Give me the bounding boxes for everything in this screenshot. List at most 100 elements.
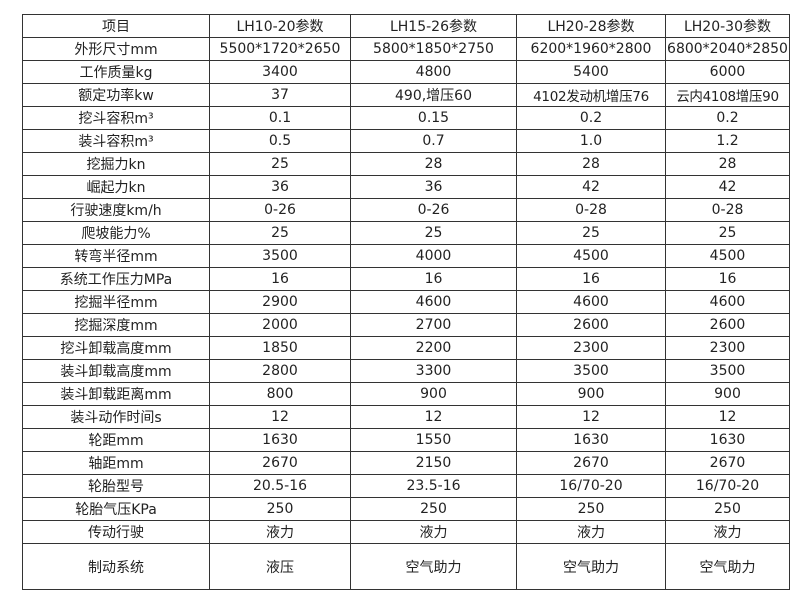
value-cell: 28 <box>350 152 517 176</box>
value-cell: 25 <box>516 221 666 245</box>
value-cell: 1.0 <box>516 129 666 153</box>
table-row: 轮胎气压KPa 250 250 250 250 <box>22 497 790 521</box>
row-label-cell: 传动行驶 <box>22 520 210 544</box>
row-label-cell: 爬坡能力% <box>22 221 210 245</box>
table-row: 转弯半径mm 3500 4000 4500 4500 <box>22 244 790 268</box>
row-label-cell: 轴距mm <box>22 451 210 475</box>
value-cell: 250 <box>665 497 790 521</box>
spec-table-container: 项目 LH10-20参数 LH15-26参数 LH20-28参数 LH20-30… <box>22 14 790 590</box>
value-cell: 4600 <box>350 290 517 314</box>
value-cell: 37 <box>209 83 351 107</box>
row-label-cell: 工作质量kg <box>22 60 210 84</box>
table-row: 挖掘深度mm 2000 2700 2600 2600 <box>22 313 790 337</box>
value-cell: 25 <box>209 221 351 245</box>
table-row: 额定功率kw 37 490,增压60 4102发动机增压76 云内4108增压90 <box>22 83 790 107</box>
value-cell: 4102发动机增压76 <box>516 83 666 107</box>
value-cell: 液力 <box>665 520 790 544</box>
value-cell: 2900 <box>209 290 351 314</box>
table-row: 传动行驶 液力 液力 液力 液力 <box>22 520 790 544</box>
value-cell: 云内4108增压90 <box>665 83 790 107</box>
spec-table: 项目 LH10-20参数 LH15-26参数 LH20-28参数 LH20-30… <box>22 14 790 590</box>
value-cell: 490,增压60 <box>350 83 517 107</box>
value-cell: 空气助力 <box>516 543 666 590</box>
value-cell: 23.5-16 <box>350 474 517 498</box>
value-cell: 36 <box>350 175 517 199</box>
value-cell: 0-28 <box>516 198 666 222</box>
value-cell: 16/70-20 <box>665 474 790 498</box>
row-label-cell: 装斗卸载距离mm <box>22 382 210 406</box>
value-cell: 1850 <box>209 336 351 360</box>
table-row: 爬坡能力% 25 25 25 25 <box>22 221 790 245</box>
value-cell: 12 <box>350 405 517 429</box>
value-cell: 5400 <box>516 60 666 84</box>
header-cell-lh15-26: LH15-26参数 <box>350 14 517 38</box>
row-label-cell: 挖斗容积m³ <box>22 106 210 130</box>
table-row: 崛起力kn 36 36 42 42 <box>22 175 790 199</box>
value-cell: 液压 <box>209 543 351 590</box>
row-label-cell: 崛起力kn <box>22 175 210 199</box>
table-row: 挖掘力kn 25 28 28 28 <box>22 152 790 176</box>
value-cell: 42 <box>516 175 666 199</box>
table-row: 外形尺寸mm 5500*1720*2650 5800*1850*2750 6200*1… <box>22 37 790 61</box>
table-row: 制动系统 液压 空气助力 空气助力 空气助力 <box>22 543 790 590</box>
table-row: 挖掘半径mm 2900 4600 4600 4600 <box>22 290 790 314</box>
value-cell: 6800*2040*2850 <box>665 37 790 61</box>
value-cell: 2600 <box>516 313 666 337</box>
value-cell: 25 <box>209 152 351 176</box>
value-cell: 液力 <box>350 520 517 544</box>
value-cell: 28 <box>516 152 666 176</box>
row-label-cell: 装斗容积m³ <box>22 129 210 153</box>
row-label-cell: 挖斗卸载高度mm <box>22 336 210 360</box>
value-cell: 16 <box>665 267 790 291</box>
value-cell: 1550 <box>350 428 517 452</box>
table-row: 装斗卸载高度mm 2800 3300 3500 3500 <box>22 359 790 383</box>
row-label-cell: 挖掘深度mm <box>22 313 210 337</box>
value-cell: 250 <box>209 497 351 521</box>
row-label-cell: 装斗动作时间s <box>22 405 210 429</box>
value-cell: 42 <box>665 175 790 199</box>
value-cell: 1630 <box>516 428 666 452</box>
value-cell: 空气助力 <box>665 543 790 590</box>
row-label-cell: 转弯半径mm <box>22 244 210 268</box>
value-cell: 16 <box>350 267 517 291</box>
row-label-cell: 装斗卸载高度mm <box>22 359 210 383</box>
table-row: 工作质量kg 3400 4800 5400 6000 <box>22 60 790 84</box>
value-cell: 液力 <box>516 520 666 544</box>
value-cell: 2300 <box>516 336 666 360</box>
value-cell: 4600 <box>665 290 790 314</box>
value-cell: 2200 <box>350 336 517 360</box>
value-cell: 4600 <box>516 290 666 314</box>
value-cell: 0.1 <box>209 106 351 130</box>
value-cell: 12 <box>209 405 351 429</box>
table-row: 系统工作压力MPa 16 16 16 16 <box>22 267 790 291</box>
value-cell: 12 <box>665 405 790 429</box>
row-label-cell: 行驶速度km/h <box>22 198 210 222</box>
value-cell: 0.2 <box>516 106 666 130</box>
value-cell: 1630 <box>665 428 790 452</box>
value-cell: 3500 <box>665 359 790 383</box>
table-row: 轮胎型号 20.5-16 23.5-16 16/70-20 16/70-20 <box>22 474 790 498</box>
row-label-cell: 外形尺寸mm <box>22 37 210 61</box>
value-cell: 5500*1720*2650 <box>209 37 351 61</box>
value-cell: 2150 <box>350 451 517 475</box>
value-cell: 900 <box>350 382 517 406</box>
value-cell: 2600 <box>665 313 790 337</box>
row-label-cell: 额定功率kw <box>22 83 210 107</box>
value-cell: 1.2 <box>665 129 790 153</box>
row-label-cell: 轮距mm <box>22 428 210 452</box>
header-cell-lh20-28: LH20-28参数 <box>516 14 666 38</box>
value-cell: 250 <box>350 497 517 521</box>
table-row: 轮距mm 1630 1550 1630 1630 <box>22 428 790 452</box>
value-cell: 5800*1850*2750 <box>350 37 517 61</box>
value-cell: 28 <box>665 152 790 176</box>
value-cell: 3500 <box>516 359 666 383</box>
value-cell: 4000 <box>350 244 517 268</box>
value-cell: 2670 <box>665 451 790 475</box>
table-row: 挖斗卸载高度mm 1850 2200 2300 2300 <box>22 336 790 360</box>
value-cell: 2670 <box>516 451 666 475</box>
row-label-cell: 系统工作压力MPa <box>22 267 210 291</box>
value-cell: 0.15 <box>350 106 517 130</box>
value-cell: 16 <box>516 267 666 291</box>
row-label-cell: 轮胎型号 <box>22 474 210 498</box>
header-row: 项目 LH10-20参数 LH15-26参数 LH20-28参数 LH20-30… <box>22 14 790 38</box>
